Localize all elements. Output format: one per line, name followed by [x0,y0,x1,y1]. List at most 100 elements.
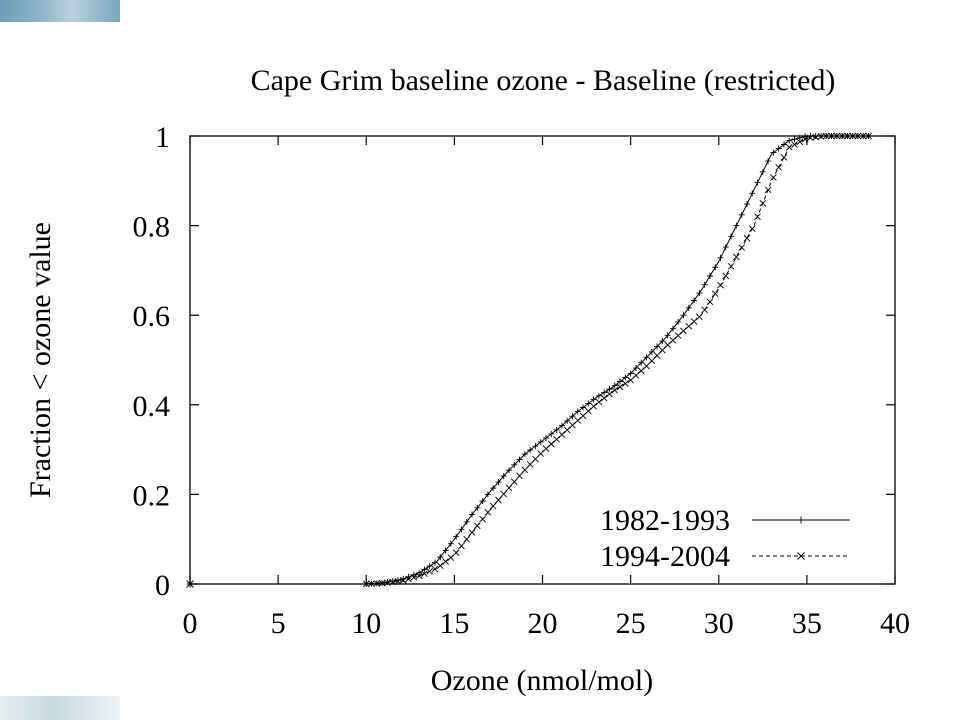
data-point [801,135,809,143]
data-point [696,313,703,321]
data-point [617,378,624,385]
data-point [474,504,481,511]
data-point [780,153,788,161]
data-point [711,290,719,298]
data-point [468,529,476,536]
data-point [362,580,370,588]
data-point [458,542,465,550]
data-point [426,563,433,570]
data-point [421,570,428,577]
data-point [622,380,629,387]
data-point [378,579,386,587]
data-point [426,568,434,575]
legend-marker [797,516,805,524]
legend-label: 1994-2004 [600,540,730,573]
data-point [865,132,872,140]
data-point [849,132,857,140]
data-point [669,325,676,332]
data-point [854,132,862,140]
data-point [680,312,687,319]
data-point [659,338,666,345]
data-point [574,408,581,415]
decorative-banner-bottom [0,696,120,720]
x-axis-label: Ozone (nmol/mol) [431,664,653,697]
data-point [770,174,777,181]
data-point [833,132,841,140]
y-tick-label: 0 [155,569,170,602]
data-point [754,179,761,186]
data-point [595,398,603,406]
data-point [611,386,619,394]
data-point [727,263,735,270]
data-point [447,540,454,547]
data-point [664,332,671,339]
data-point [791,141,798,148]
data-point [548,430,555,437]
data-point [770,149,777,156]
data-point [685,304,692,311]
data-point [654,343,661,350]
y-tick-label: 0.6 [133,300,171,333]
data-point [399,577,407,584]
data-point [600,394,608,402]
data-point [648,348,655,355]
data-point [537,438,544,445]
data-point [743,234,751,242]
data-point [611,382,618,389]
data-point [838,132,846,140]
data-point [516,472,523,480]
data-point [537,450,545,457]
data-point [643,354,650,361]
data-point [775,145,782,152]
decorative-banner-top [0,0,120,22]
data-point [717,254,724,261]
data-point [802,133,809,140]
data-point [717,281,724,289]
series-1982-1993 [186,133,872,588]
y-axis: 0 0.2 0.4 0.6 0.8 1 [133,121,895,602]
data-point [775,164,782,171]
data-point [822,132,830,140]
data-point [743,201,750,208]
data-point [580,404,587,411]
y-axis-label: Fraction < ozone value [24,222,57,498]
data-point [389,578,396,585]
data-point [675,318,682,325]
legend-label: 1982-1993 [600,504,730,537]
data-point [521,466,529,474]
legend-marker [797,552,805,560]
data-point [748,225,756,233]
data-point [616,383,624,391]
data-point [606,390,613,398]
y-tick-label: 0.2 [133,479,171,512]
data-point [543,434,550,441]
data-point [431,565,439,573]
data-point [505,484,513,492]
data-point [712,264,719,271]
data-point [495,479,502,486]
data-point [506,467,513,474]
data-point [706,298,714,306]
data-point [484,491,491,498]
data-point [786,137,793,144]
data-point [373,580,381,587]
data-point [638,359,645,366]
data-point [405,575,412,583]
data-point [691,297,698,304]
data-point [442,547,449,554]
y-tick-label: 0.8 [133,211,171,244]
data-point [701,281,708,288]
data-point [701,306,708,314]
x-tick-label: 25 [616,607,646,640]
data-point [812,133,819,139]
x-tick-label: 30 [704,607,734,640]
data-point [859,132,867,140]
data-point [558,422,565,429]
data-point [436,562,444,569]
data-point [495,496,502,504]
data-point [722,272,730,280]
data-point [749,190,756,197]
data-point [590,403,597,410]
